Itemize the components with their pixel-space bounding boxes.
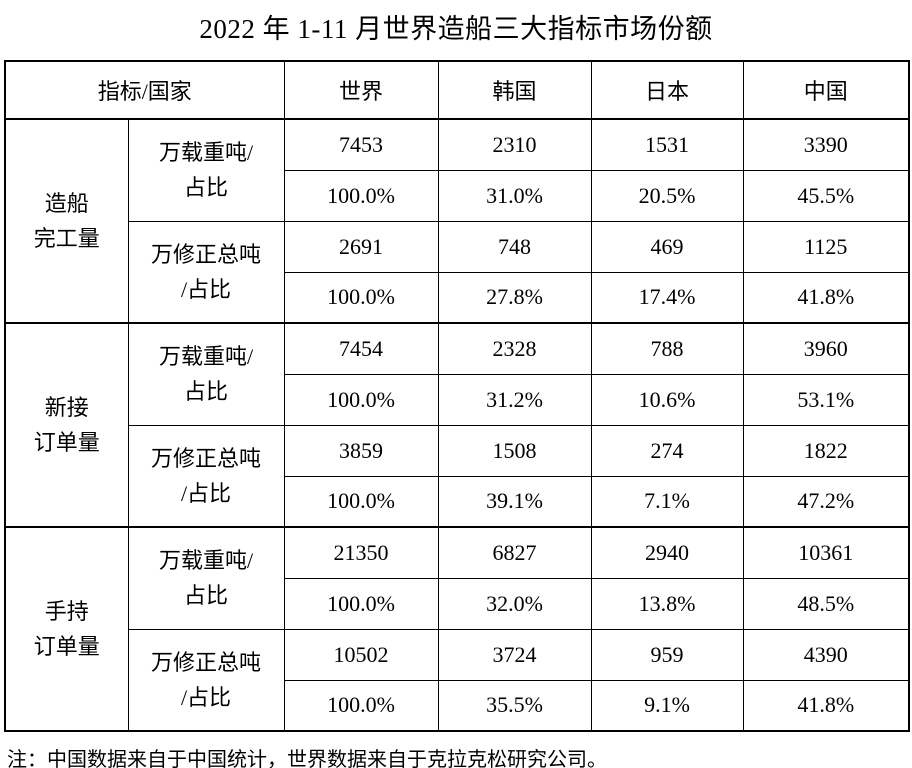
value-cell: 3390: [742, 118, 910, 171]
group-label-cell: 手持 订单量: [4, 526, 129, 732]
value-cell: 10361: [742, 526, 910, 579]
share-cell: 27.8%: [437, 271, 592, 324]
table-row: 万修正总吨 /占比 3859 1508 274 1822: [5, 424, 910, 528]
table-row: 万修正总吨 /占比 10502 3724 959 4390: [5, 628, 910, 732]
unit-label-cell: 万修正总吨 /占比: [127, 220, 285, 324]
value-cell: 1822: [742, 424, 910, 477]
share-cell: 9.1%: [590, 679, 744, 732]
unit-label-cell: 万修正总吨 /占比: [127, 424, 285, 528]
table-row: 100.0% 31.2% 10.6% 53.1%: [5, 373, 910, 426]
share-cell: 39.1%: [437, 475, 592, 528]
unit-label-cell: 万修正总吨 /占比: [127, 628, 285, 732]
table-row: 造船 完工量 万载重吨/ 占比 7453 2310 1531 3390: [4, 118, 910, 324]
unit-label-cell: 万载重吨/ 占比: [127, 526, 285, 630]
label-line: 万载重吨/: [158, 548, 254, 574]
share-cell: 41.8%: [742, 679, 910, 732]
share-cell: 100.0%: [283, 271, 439, 324]
table-row: 100.0% 39.1% 7.1% 47.2%: [5, 475, 910, 528]
label-line: 万修正总吨: [150, 649, 261, 675]
value-cell: 7453: [283, 118, 439, 171]
value-cell: 274: [590, 424, 744, 477]
value-cell: 4390: [742, 628, 910, 681]
value-cell: 10502: [283, 628, 439, 681]
share-cell: 53.1%: [742, 373, 910, 426]
share-cell: 31.0%: [437, 169, 592, 222]
label-line: 万载重吨/: [158, 344, 254, 370]
label-line: 造船: [44, 190, 89, 216]
share-cell: 100.0%: [283, 577, 439, 630]
share-cell: 20.5%: [590, 169, 744, 222]
share-cell: 100.0%: [283, 373, 439, 426]
table-row: 手持 订单量 万载重吨/ 占比 21350 6827 2940 10361: [4, 526, 910, 732]
table-row: 100.0% 32.0% 13.8% 48.5%: [5, 577, 910, 630]
value-cell: 748: [437, 220, 592, 273]
value-cell: 2940: [590, 526, 744, 579]
share-cell: 100.0%: [283, 475, 439, 528]
table-row: 万修正总吨 /占比 2691 748 469 1125: [5, 220, 910, 324]
share-cell: 31.2%: [437, 373, 592, 426]
table-row: 100.0% 35.5% 9.1% 41.8%: [5, 679, 910, 732]
share-cell: 45.5%: [742, 169, 910, 222]
value-cell: 2328: [437, 322, 592, 375]
share-cell: 32.0%: [437, 577, 592, 630]
value-cell: 1125: [742, 220, 910, 273]
header-row: 指标/国家 世界 韩国 日本 中国: [4, 60, 910, 120]
column-header-korea: 韩国: [437, 60, 592, 120]
label-line: 新接: [44, 394, 89, 420]
value-cell: 2310: [437, 118, 592, 171]
value-cell: 2691: [283, 220, 439, 273]
label-line: 占比: [183, 379, 228, 405]
value-cell: 3859: [283, 424, 439, 477]
label-line: 手持: [44, 598, 89, 624]
share-cell: 100.0%: [283, 169, 439, 222]
group-label-cell: 造船 完工量: [4, 118, 129, 324]
column-header-japan: 日本: [590, 60, 744, 120]
value-cell: 959: [590, 628, 744, 681]
label-line: 完工量: [33, 226, 100, 251]
share-cell: 47.2%: [742, 475, 910, 528]
footnote: 注：中国数据来自于中国统计，世界数据来自于克拉克松研究公司。: [7, 749, 607, 768]
page: 2022 年 1-11 月世界造船三大指标市场份额 指标/国家 世界 韩国 日本…: [0, 7, 912, 768]
label-line: 万修正总吨: [150, 241, 261, 267]
share-cell: 17.4%: [590, 271, 744, 324]
value-cell: 7454: [283, 322, 439, 375]
label-line: /占比: [180, 276, 232, 302]
share-cell: 48.5%: [742, 577, 910, 630]
table-row: 新接 订单量 万载重吨/ 占比 7454 2328 788 3960: [4, 322, 910, 528]
value-cell: 3960: [742, 322, 910, 375]
share-cell: 7.1%: [590, 475, 744, 528]
label-line: 占比: [183, 175, 228, 201]
share-cell: 35.5%: [437, 679, 592, 732]
share-cell: 10.6%: [590, 373, 744, 426]
market-share-table: 指标/国家 世界 韩国 日本 中国 造船 完工量 万载重吨/ 占比 7453 2…: [4, 60, 910, 732]
value-cell: 1531: [590, 118, 744, 171]
label-line: 订单量: [33, 634, 100, 659]
share-cell: 100.0%: [283, 679, 439, 732]
value-cell: 469: [590, 220, 744, 273]
column-header-world: 世界: [283, 60, 439, 120]
unit-label-cell: 万载重吨/ 占比: [127, 118, 285, 222]
value-cell: 21350: [283, 526, 439, 579]
column-header-china: 中国: [742, 60, 910, 120]
value-cell: 6827: [437, 526, 592, 579]
group-label-cell: 新接 订单量: [4, 322, 129, 528]
share-cell: 41.8%: [742, 271, 910, 324]
value-cell: 3724: [437, 628, 592, 681]
label-line: 订单量: [33, 430, 100, 455]
value-cell: 1508: [437, 424, 592, 477]
share-cell: 13.8%: [590, 577, 744, 630]
label-line: 占比: [183, 583, 228, 609]
label-line: 万载重吨/: [158, 140, 254, 166]
label-line: /占比: [180, 684, 232, 710]
label-line: /占比: [180, 480, 232, 506]
corner-header-cell: 指标/国家: [4, 60, 285, 120]
value-cell: 788: [590, 322, 744, 375]
unit-label-cell: 万载重吨/ 占比: [127, 322, 285, 426]
label-line: 万修正总吨: [150, 445, 261, 471]
page-title: 2022 年 1-11 月世界造船三大指标市场份额: [199, 14, 713, 44]
